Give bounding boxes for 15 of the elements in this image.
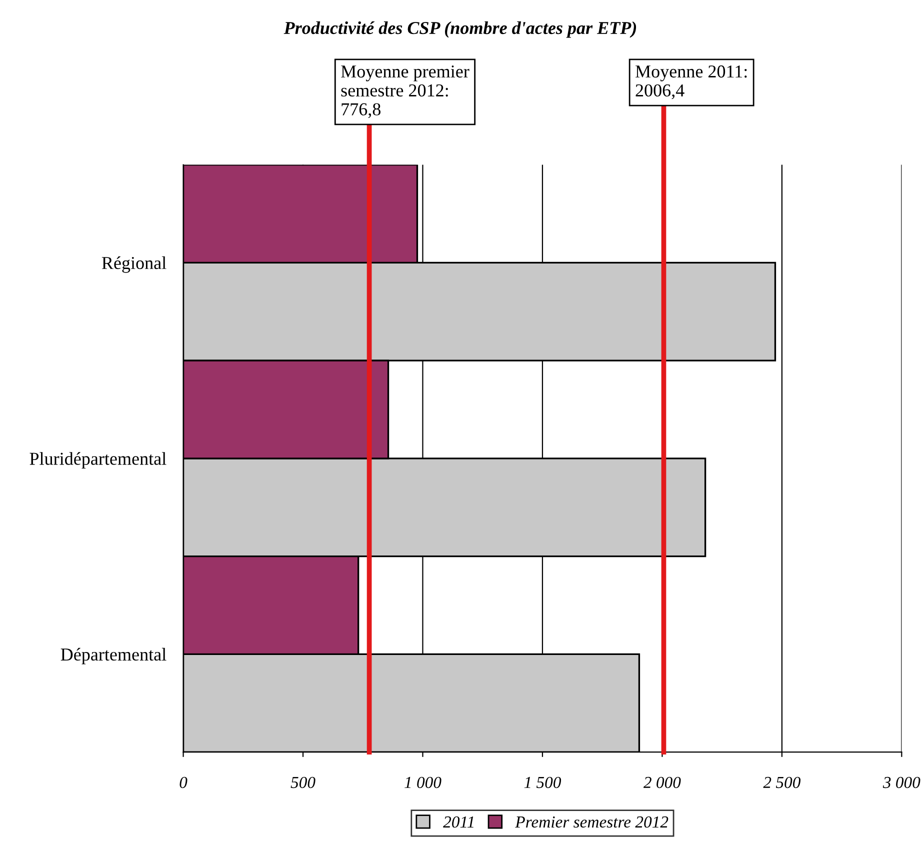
- y-tick-label: Départemental: [60, 648, 166, 664]
- legend-label: 2011: [443, 816, 474, 828]
- ref-line-label: Moyenne premier semestre 2012: 776,8: [341, 65, 470, 118]
- x-tick-label: 2 000: [643, 776, 681, 788]
- y-tick-label: Régional: [102, 256, 166, 273]
- x-tick-label: 1 000: [404, 776, 442, 788]
- chart-title: Productivité des CSP (nombre d'actes par ETP): [284, 21, 636, 38]
- ref-line-label: Moyenne 2011: 2006,4: [636, 65, 747, 100]
- x-tick-label: 2 500: [763, 776, 800, 788]
- legend-label: Premier semestre 2012: [515, 816, 668, 828]
- x-tick-label: 1 500: [524, 776, 562, 788]
- x-tick-label: 3 000: [882, 776, 920, 788]
- y-tick-label: Pluridépartemental: [30, 452, 166, 469]
- x-tick-label: 0: [180, 776, 188, 788]
- x-tick-label: 500: [290, 776, 316, 788]
